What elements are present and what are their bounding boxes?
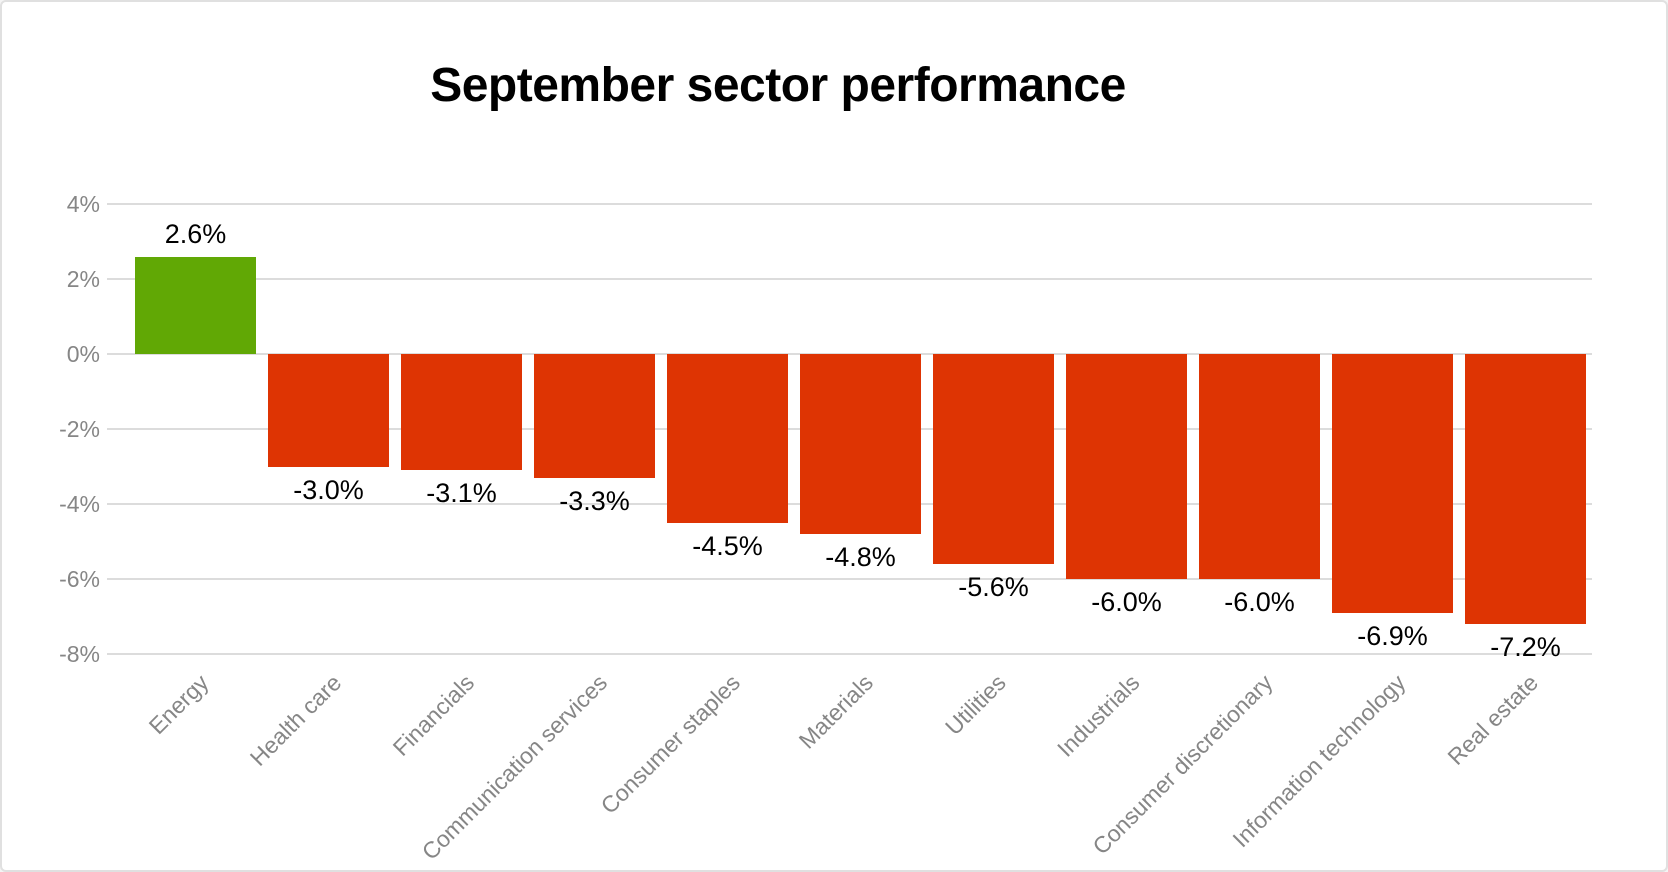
bar bbox=[1332, 354, 1453, 613]
bar-value-label: -5.6% bbox=[958, 572, 1029, 602]
bar-value-label: -4.8% bbox=[825, 542, 896, 572]
bar-value-label: -3.1% bbox=[426, 478, 497, 509]
gridline-2% bbox=[107, 278, 1592, 280]
bar-band: 2.6% Energy -3.0% Health care -3.1% Financial… bbox=[135, 204, 1586, 865]
bar-value-label: -7.2% bbox=[1490, 632, 1561, 662]
bar bbox=[800, 354, 921, 534]
bar-column-financials: -3.1% Financials bbox=[388, 204, 522, 761]
y-axis-tick-label: 4% bbox=[66, 191, 100, 217]
chart-title: September sector performance bbox=[430, 59, 1126, 112]
bar-value-label: -4.5% bbox=[692, 530, 763, 561]
bar-column-real-estate: -7.2% Real estate bbox=[1443, 204, 1586, 770]
bar-value-label: 2.6% bbox=[164, 218, 227, 249]
y-axis-tick-label: -8% bbox=[59, 641, 100, 667]
bar bbox=[1199, 354, 1320, 579]
y-axis-tick-label: 0% bbox=[66, 341, 100, 367]
bar-value-label: -3.3% bbox=[559, 485, 630, 516]
x-axis-category-label: Materials bbox=[793, 669, 879, 754]
gridline--6% bbox=[107, 578, 1592, 580]
x-axis-category-label: Health care bbox=[244, 669, 347, 771]
x-axis-category-label: Consumer staples bbox=[595, 669, 746, 819]
bar-column-consumer-staples: -4.5% Consumer staples bbox=[596, 204, 788, 819]
x-axis-category-label: Energy bbox=[143, 669, 214, 740]
bar-column-health-care: -3.0% Health care bbox=[245, 204, 389, 771]
bar bbox=[268, 354, 389, 467]
x-axis-category-label: Real estate bbox=[1442, 669, 1544, 770]
y-axis-tick-label: -6% bbox=[59, 566, 100, 592]
bar-value-label: -3.0% bbox=[293, 474, 364, 505]
bar bbox=[1465, 354, 1586, 624]
bar bbox=[1066, 354, 1187, 579]
y-axis-tick-label: 2% bbox=[66, 266, 100, 292]
y-axis-tick-label: -2% bbox=[59, 416, 100, 442]
bar-column-communication-services: -3.3% Communication services bbox=[417, 204, 655, 865]
bar-column-utilities: -5.6% Utilities bbox=[933, 204, 1054, 740]
y-axis-tick-label: -4% bbox=[59, 491, 100, 517]
x-axis-category-label: Utilities bbox=[940, 669, 1012, 741]
bar bbox=[401, 354, 522, 471]
x-axis-category-label: Financials bbox=[387, 669, 480, 761]
bar bbox=[933, 354, 1054, 564]
gridline--8% bbox=[107, 653, 1592, 655]
bar-column-consumer-discretionary: -6.0% Consumer discretionary bbox=[1087, 204, 1320, 859]
bar bbox=[534, 354, 655, 478]
bar-value-label: -6.0% bbox=[1091, 587, 1162, 617]
bar-value-label: -6.9% bbox=[1357, 620, 1428, 651]
bar-column-industrials: -6.0% Industrials bbox=[1052, 204, 1187, 762]
bar-column-information-technology: -6.9% Information technology bbox=[1227, 204, 1453, 852]
bar-column-energy: 2.6% Energy bbox=[135, 204, 256, 739]
bar-column-materials: -4.8% Materials bbox=[794, 204, 921, 754]
bar bbox=[135, 256, 256, 354]
bar-value-label: -6.0% bbox=[1224, 587, 1295, 617]
bar bbox=[667, 354, 788, 523]
x-axis-category-label: Industrials bbox=[1051, 669, 1145, 762]
gridline-4% bbox=[107, 203, 1592, 205]
